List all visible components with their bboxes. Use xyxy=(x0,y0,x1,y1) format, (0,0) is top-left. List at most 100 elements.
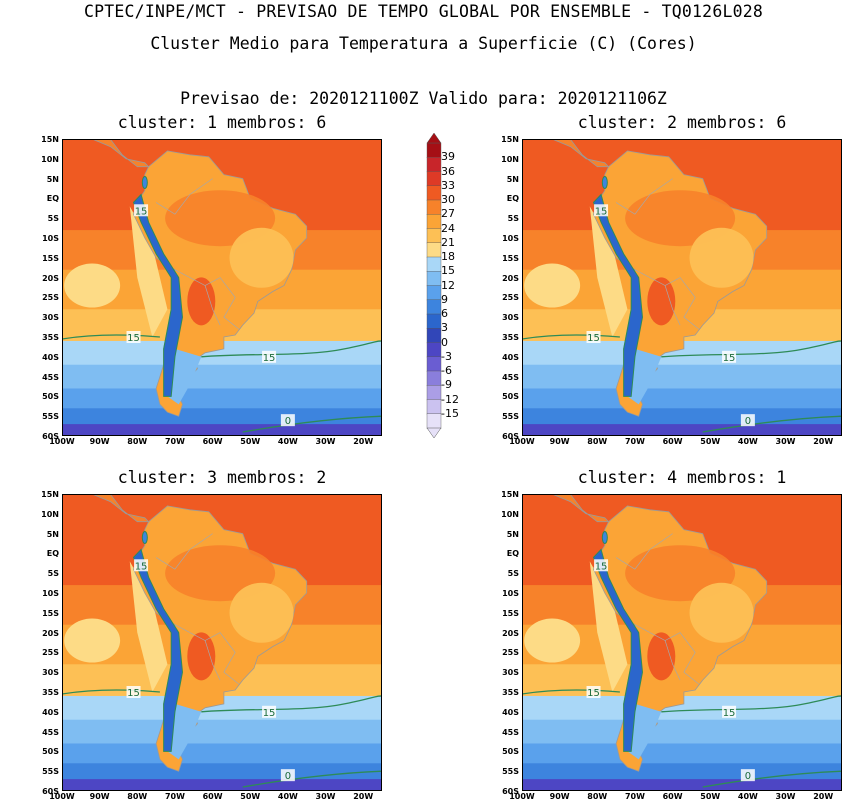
isotherm-0 xyxy=(242,770,382,788)
colorbar-tick-label: 15 xyxy=(441,264,455,278)
svg-text:15: 15 xyxy=(587,333,600,344)
contour-label: 0 xyxy=(280,769,295,782)
latitude-label: 15N xyxy=(501,135,519,144)
colorbar-tick-label: -15 xyxy=(441,406,459,420)
colorbar-tick-label: 12 xyxy=(441,278,455,292)
latitude-label: 30S xyxy=(502,668,519,678)
map-frame xyxy=(522,494,842,791)
colorbar-tick-label: 9 xyxy=(441,292,448,306)
map-panel-cluster-1: 15 15 15 0 xyxy=(62,139,382,436)
temperature-band xyxy=(522,388,842,410)
longitude-label: 90W xyxy=(549,437,570,446)
longitude-label: 50W xyxy=(240,792,261,801)
coastal-cool-zone xyxy=(129,206,168,337)
longitude-label: 30W xyxy=(775,792,796,801)
latitude-label: 25S xyxy=(42,293,59,303)
latitude-label: 10S xyxy=(502,234,519,243)
longitude-label: 40W xyxy=(277,437,298,446)
longitude-label: 70W xyxy=(164,792,185,801)
colorbar-segment xyxy=(426,370,442,386)
svg-text:15: 15 xyxy=(595,561,608,572)
ocean-cool-patch xyxy=(524,618,581,663)
colorbar-segment xyxy=(426,214,442,230)
cold-spot-contour xyxy=(601,176,608,190)
map-svg: 15 15 15 0 xyxy=(62,139,382,436)
contour-label: 15 xyxy=(134,204,149,217)
latitude-label: 40S xyxy=(42,707,59,717)
ocean-cool-patch xyxy=(524,263,581,308)
andes-cold-strip xyxy=(132,548,183,752)
colorbar-segment xyxy=(426,142,442,158)
header-title-line3: Previsao de: 2020121100Z Valido para: 20… xyxy=(180,89,667,108)
temperature-band xyxy=(62,388,382,410)
isotherm-15-west xyxy=(522,689,620,695)
map-svg: 15 15 15 0 xyxy=(522,494,842,791)
longitude-label: 80W xyxy=(127,437,148,446)
latitude-label: 10N xyxy=(501,154,519,164)
contour-label: 15 xyxy=(594,559,609,572)
colorbar-tick-label: 30 xyxy=(441,193,455,206)
country-border xyxy=(634,269,700,330)
svg-text:15: 15 xyxy=(587,688,600,699)
longitude-label: 70W xyxy=(624,437,645,446)
colorbar-segment xyxy=(426,256,442,272)
chaco-hot-zone xyxy=(647,277,676,326)
longitude-label: 60W xyxy=(662,437,683,446)
colorbar-segment xyxy=(426,285,442,301)
map-frame xyxy=(62,494,382,791)
colorbar-segment xyxy=(426,271,442,287)
map-panel-cluster-4: 15 15 15 0 xyxy=(522,494,842,791)
longitude-label: 40W xyxy=(737,792,758,801)
isotherm-15-east xyxy=(201,340,382,358)
colorbar-segment xyxy=(426,157,442,173)
contour-label: 15 xyxy=(586,331,601,344)
latitude-label: 15N xyxy=(41,135,59,144)
latitude-label: 45S xyxy=(502,727,519,737)
latitude-label: 5S xyxy=(47,569,59,579)
isotherm-0 xyxy=(702,770,842,788)
latitude-label: EQ xyxy=(46,549,59,559)
longitude-label: 60W xyxy=(202,792,223,801)
svg-text:15: 15 xyxy=(263,353,276,364)
latitude-label: 15S xyxy=(502,608,519,618)
longitude-label: 30W xyxy=(315,792,336,801)
colorbar-segment xyxy=(426,385,442,401)
latitude-label: 10S xyxy=(502,589,519,598)
colorbar-tick-label: 0 xyxy=(441,335,448,349)
patagonia-cool-zone xyxy=(167,703,202,760)
latitude-label: 55S xyxy=(502,767,519,777)
longitude-label: 90W xyxy=(89,792,110,801)
latitude-label: 45S xyxy=(502,372,519,382)
country-border xyxy=(664,285,681,326)
colorbar-tick-label: 6 xyxy=(441,307,448,320)
longitude-label: 20W xyxy=(813,437,834,446)
coastal-cool-zone xyxy=(589,561,628,692)
map-panel-cluster-2: 15 15 15 0 xyxy=(522,139,842,436)
country-border xyxy=(155,533,213,570)
latitude-label: 20S xyxy=(42,628,59,638)
longitude-label: 90W xyxy=(549,792,570,801)
latitude-label: 15S xyxy=(42,253,59,263)
temperature-band xyxy=(522,424,842,436)
country-border xyxy=(174,269,240,330)
cold-spot-contour xyxy=(141,531,148,545)
latitude-label: 20S xyxy=(42,273,59,283)
latitude-label: 35S xyxy=(502,333,519,342)
latitude-label: 40S xyxy=(502,707,519,717)
colorbar-tick-label: 21 xyxy=(441,235,455,249)
ocean-cool-patch xyxy=(64,618,121,663)
latitude-label: 10N xyxy=(41,154,59,164)
ocean-cool-patch xyxy=(64,263,121,308)
temperature-band xyxy=(522,779,842,791)
longitude-label: 20W xyxy=(813,792,834,801)
central-america-landmass xyxy=(90,494,150,523)
latitude-label: 55S xyxy=(502,412,519,422)
latitude-label: 10N xyxy=(41,509,59,519)
temperature-band xyxy=(522,763,842,781)
colorbar-segment xyxy=(426,328,442,344)
colorbar-segment xyxy=(426,299,442,315)
map-frame xyxy=(522,139,842,436)
latitude-label: EQ xyxy=(506,549,519,559)
temperature-band xyxy=(522,743,842,765)
andes-cold-strip xyxy=(132,193,183,397)
